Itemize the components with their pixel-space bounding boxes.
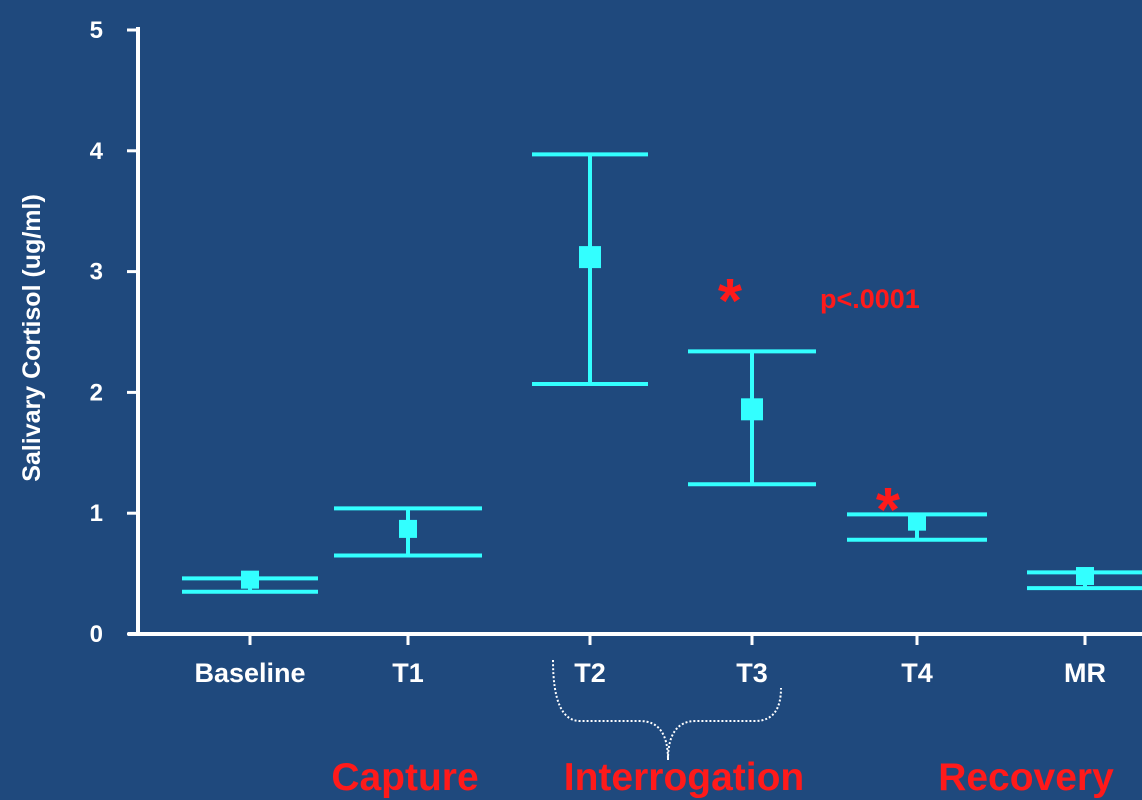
- y-ticks: 0 1 2 3 4 5: [90, 17, 138, 648]
- data-points: [182, 152, 1142, 594]
- x-tick-label: T3: [736, 658, 768, 688]
- y-tick-label: 3: [90, 259, 103, 286]
- significance-star-t4: *: [876, 476, 901, 545]
- mean-marker: [579, 246, 601, 269]
- mean-marker: [741, 398, 763, 421]
- x-tick-label: T2: [574, 658, 606, 688]
- data-point-group: [182, 570, 318, 594]
- phase-label-recovery: Recovery: [938, 756, 1114, 799]
- data-point-group: [1027, 567, 1142, 591]
- x-tick-label: Baseline: [194, 658, 305, 688]
- y-tick-label: 4: [90, 138, 104, 165]
- x-tick-label: MR: [1064, 658, 1106, 688]
- p-value-label: p<.0001: [820, 284, 920, 314]
- y-tick-label: 5: [90, 17, 103, 44]
- phase-label-interrogation: Interrogation: [564, 756, 805, 799]
- data-point-group: [334, 506, 482, 558]
- phase-label-capture: Capture: [331, 756, 478, 799]
- data-point-group: [532, 152, 648, 386]
- data-point-group: [847, 512, 987, 542]
- x-tick-label: T4: [901, 658, 933, 688]
- mean-marker: [241, 570, 259, 589]
- data-point-group: [688, 349, 816, 487]
- y-axis-title: Salivary Cortisol (ug/ml): [18, 194, 46, 482]
- y-tick-label: 0: [90, 621, 103, 648]
- x-tick-label: T1: [392, 658, 424, 688]
- mean-marker: [908, 512, 926, 531]
- x-ticks: Baseline T1 T2 T3 T4 MR: [194, 634, 1106, 688]
- y-tick-label: 1: [90, 500, 103, 527]
- mean-marker: [399, 519, 417, 538]
- significance-star-t3: *: [718, 267, 743, 336]
- mean-marker: [1076, 567, 1094, 586]
- interrogation-bracket: [552, 659, 782, 761]
- y-tick-label: 2: [90, 379, 103, 406]
